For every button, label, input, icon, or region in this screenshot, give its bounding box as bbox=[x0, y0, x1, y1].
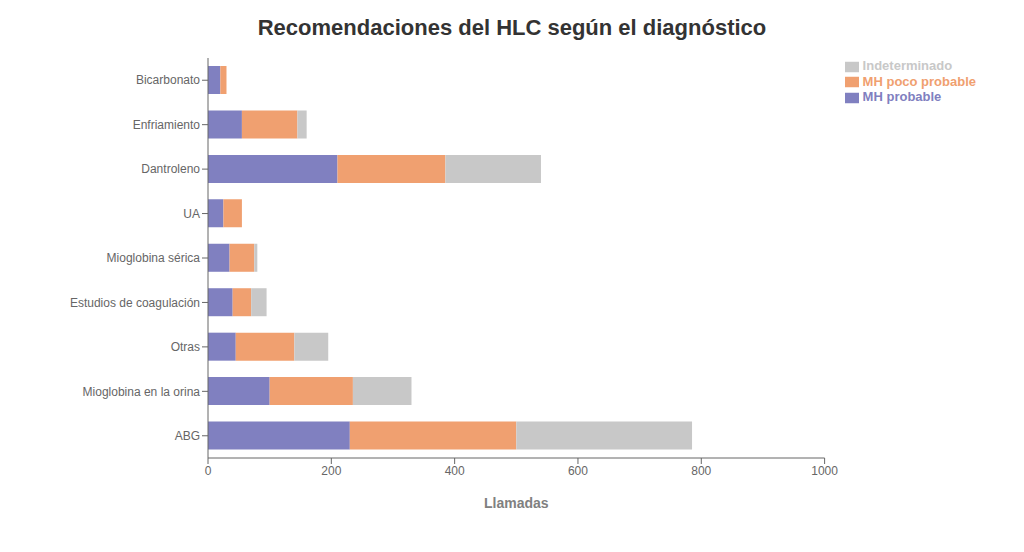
svg-text:Mioglobina sérica: Mioglobina sérica bbox=[107, 251, 201, 265]
svg-text:Llamadas: Llamadas bbox=[484, 495, 549, 511]
svg-text:Dantroleno: Dantroleno bbox=[141, 162, 200, 176]
svg-text:Enfriamiento: Enfriamiento bbox=[133, 118, 201, 132]
svg-text:UA: UA bbox=[183, 207, 200, 221]
svg-text:Mioglobina en la orina: Mioglobina en la orina bbox=[83, 385, 201, 399]
svg-text:Otras: Otras bbox=[171, 340, 200, 354]
html-text:MH probable: MH probable bbox=[862, 89, 942, 105]
html-text:Indeterminado: Indeterminado bbox=[862, 58, 953, 73]
svg-text:ABG: ABG bbox=[175, 429, 200, 443]
html-text:MH poco probable: MH poco probable bbox=[862, 73, 976, 89]
svg-text:200: 200 bbox=[321, 464, 341, 478]
svg-text:600: 600 bbox=[568, 464, 588, 478]
svg-text:Bicarbonato: Bicarbonato bbox=[136, 73, 200, 87]
svg-text:400: 400 bbox=[445, 464, 465, 478]
svg-text:Estudios de coagulación: Estudios de coagulación bbox=[70, 296, 200, 310]
svg-text:0: 0 bbox=[205, 464, 212, 478]
html-text:Recomendaciones del HLC según: Recomendaciones del HLC según el diagnós… bbox=[257, 15, 767, 40]
svg-text:1000: 1000 bbox=[811, 464, 838, 478]
svg-text:800: 800 bbox=[691, 464, 711, 478]
